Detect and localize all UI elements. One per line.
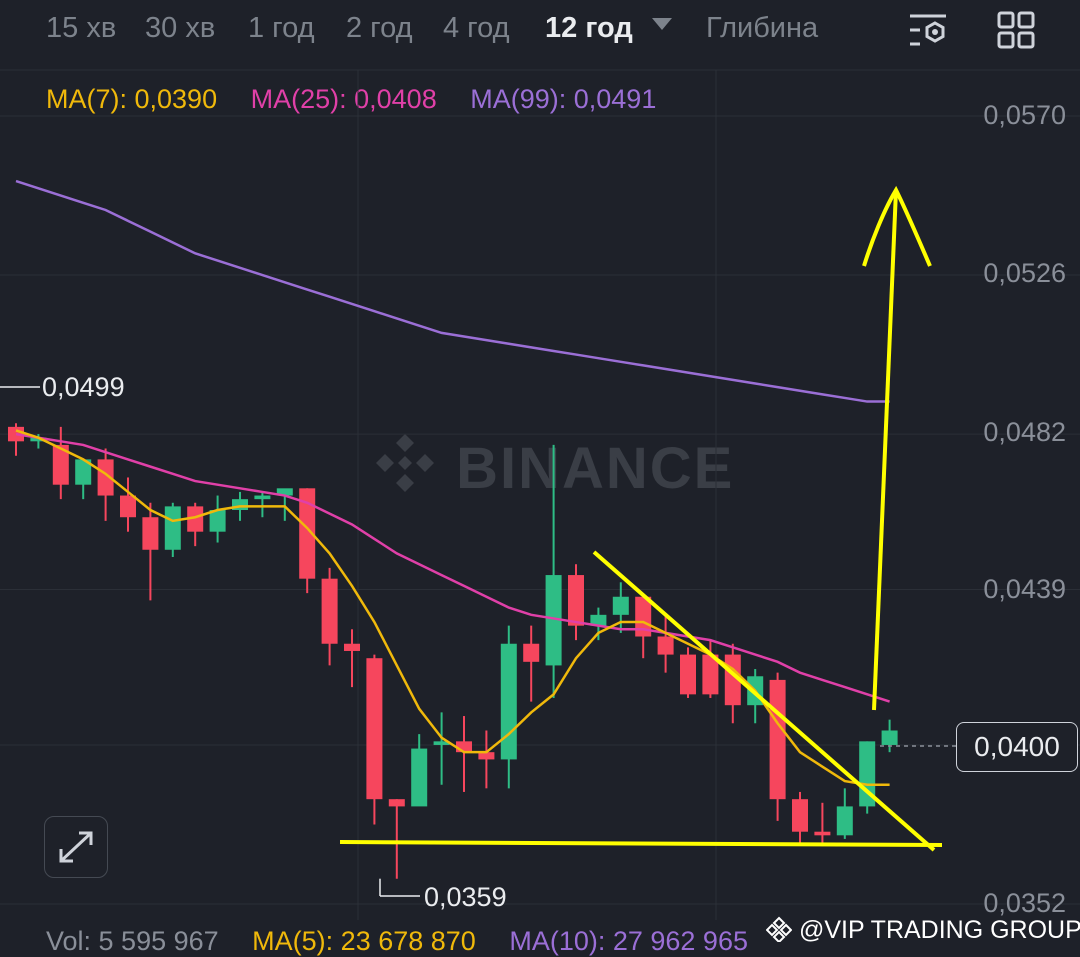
binance-small-logo-icon bbox=[765, 916, 793, 944]
candle-body bbox=[500, 643, 517, 760]
candle-body bbox=[881, 730, 898, 745]
tab-2h[interactable]: 2 год bbox=[346, 12, 413, 44]
candle-body bbox=[523, 643, 540, 662]
ma-legend: MA(7): 0,0390 MA(25): 0,0408 MA(99): 0,0… bbox=[46, 84, 682, 115]
candle-body bbox=[164, 506, 181, 550]
candle-body bbox=[814, 831, 831, 836]
candle-body bbox=[254, 495, 271, 500]
chevron-down-icon[interactable] bbox=[652, 18, 672, 30]
tab-12h[interactable]: 12 год bbox=[545, 12, 633, 44]
candle-body bbox=[836, 806, 853, 836]
ma99-path bbox=[15, 179, 890, 403]
candle-body bbox=[769, 679, 786, 800]
tab-depth[interactable]: Глибина bbox=[706, 12, 819, 44]
candle-body bbox=[120, 495, 136, 518]
candle-body bbox=[276, 488, 293, 496]
ma7-label: MA(7): 0,0390 bbox=[46, 84, 218, 114]
candle-body bbox=[187, 506, 204, 532]
candle-body bbox=[680, 654, 696, 695]
candle-body bbox=[366, 658, 383, 800]
volume-legend: Vol: 5 595 967 MA(5): 23 678 870 MA(10):… bbox=[46, 926, 774, 957]
indicator-settings-icon[interactable] bbox=[906, 8, 950, 52]
candle-body bbox=[478, 752, 495, 760]
ma25-path bbox=[15, 432, 890, 703]
credit-text: @VIP TRADING GROUP bbox=[798, 916, 1080, 944]
candle-body bbox=[30, 437, 47, 442]
y-tick-0352: 0,0352 bbox=[983, 888, 1066, 918]
volume-ma10-label: MA(10): 27 962 965 bbox=[509, 926, 748, 956]
price-markers bbox=[0, 386, 956, 897]
low-price-label: 0,0359 bbox=[424, 882, 507, 912]
candle-body bbox=[456, 741, 472, 753]
candle-body bbox=[321, 578, 338, 644]
y-tick-0526: 0,0526 bbox=[983, 258, 1066, 288]
current-price-badge: 0,0400 bbox=[956, 722, 1078, 772]
candle-body bbox=[75, 459, 92, 485]
watermark-text: BINANCE bbox=[456, 436, 735, 501]
ma7-path bbox=[15, 429, 890, 786]
candle-body bbox=[142, 517, 159, 550]
tab-4h[interactable]: 4 год bbox=[443, 12, 510, 44]
candle-body bbox=[590, 614, 607, 626]
candle-body bbox=[52, 444, 69, 485]
ma25-line bbox=[15, 432, 890, 703]
tab-1h[interactable]: 1 год bbox=[248, 12, 315, 44]
y-tick-0570: 0,0570 bbox=[983, 100, 1066, 130]
volume-label: Vol: 5 595 967 bbox=[46, 926, 219, 956]
user-drawings bbox=[339, 185, 943, 852]
ma7-line bbox=[15, 429, 890, 786]
timeframe-toolbar: 15 хв 30 хв 1 год 2 год 4 год 12 год Гли… bbox=[0, 0, 1080, 62]
breakout-arrow-head bbox=[862, 185, 932, 267]
candle-body bbox=[411, 748, 428, 807]
ma99-line bbox=[15, 179, 890, 403]
resistance-trendline bbox=[592, 550, 936, 852]
binance-watermark: BINANCE bbox=[372, 430, 734, 502]
volume-ma5-label: MA(5): 23 678 870 bbox=[252, 926, 476, 956]
ma25-label: MA(25): 0,0408 bbox=[250, 84, 437, 114]
candles bbox=[8, 423, 898, 879]
binance-logo-icon bbox=[376, 434, 434, 492]
high-price-label: 0,0499 bbox=[42, 372, 125, 402]
candle-body bbox=[344, 643, 360, 651]
candle-body bbox=[568, 575, 584, 626]
candle-body bbox=[657, 636, 674, 655]
candle-body bbox=[433, 741, 450, 745]
tab-15m[interactable]: 15 хв bbox=[46, 12, 117, 44]
candle-body bbox=[635, 596, 652, 637]
y-tick-0439: 0,0439 bbox=[983, 574, 1066, 604]
candle-body bbox=[545, 575, 562, 666]
tab-30m[interactable]: 30 хв bbox=[145, 12, 216, 44]
chart-grid bbox=[0, 69, 1080, 920]
watermark-credit: @VIP TRADING GROUP bbox=[765, 916, 1080, 945]
candle-body bbox=[232, 499, 248, 510]
expand-button[interactable] bbox=[44, 816, 108, 878]
layout-grid-icon[interactable] bbox=[994, 8, 1038, 52]
y-tick-0482: 0,0482 bbox=[983, 417, 1066, 447]
candle-body bbox=[702, 654, 719, 695]
ma99-label: MA(99): 0,0491 bbox=[470, 84, 657, 114]
breakout-arrow-shaft bbox=[872, 189, 898, 711]
candle-body bbox=[209, 510, 226, 532]
support-line bbox=[339, 840, 943, 847]
candle-body bbox=[792, 799, 808, 832]
expand-icon bbox=[59, 831, 93, 863]
candle-body bbox=[299, 488, 316, 579]
candle-body bbox=[97, 459, 114, 496]
candle-body bbox=[388, 799, 405, 807]
candle-body bbox=[612, 596, 629, 615]
